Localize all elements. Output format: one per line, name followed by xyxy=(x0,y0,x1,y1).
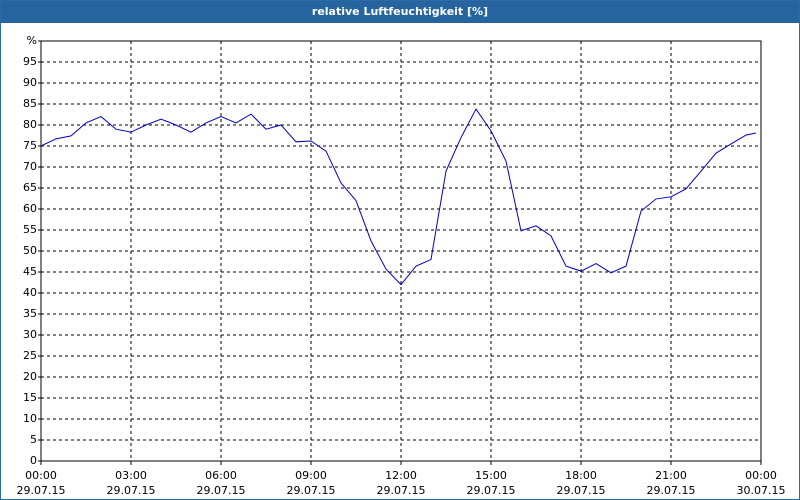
y-tick-label: 80 xyxy=(23,118,37,131)
title-bar: relative Luftfeuchtigkeit [%] xyxy=(1,1,799,23)
x-tick-date: 29.07.15 xyxy=(557,484,606,497)
y-tick-label: 15 xyxy=(23,391,37,404)
x-tick-date: 29.07.15 xyxy=(467,484,516,497)
y-tick-label: 60 xyxy=(23,202,37,215)
x-tick-date: 29.07.15 xyxy=(107,484,156,497)
plot-border xyxy=(40,40,762,462)
y-tick-label: 40 xyxy=(23,286,37,299)
x-tick-label: 00:00 xyxy=(745,469,777,482)
y-tick-label: 30 xyxy=(23,328,37,341)
y-tick-label: 35 xyxy=(23,307,37,320)
x-tick-label: 15:00 xyxy=(475,469,507,482)
y-tick-label: 55 xyxy=(23,223,37,236)
x-tick-label: 09:00 xyxy=(295,469,327,482)
y-tick-label: 65 xyxy=(23,181,37,194)
x-tick-label: 12:00 xyxy=(385,469,417,482)
y-tick-label: 90 xyxy=(23,76,37,89)
data-line xyxy=(40,108,757,286)
x-tick-date: 29.07.15 xyxy=(197,484,246,497)
y-tick-label: 0 xyxy=(30,454,37,467)
y-tick-label: % xyxy=(27,34,37,47)
y-tick-label: 50 xyxy=(23,244,37,257)
x-tick-date: 29.07.15 xyxy=(377,484,426,497)
x-tick-label: 06:00 xyxy=(205,469,237,482)
y-tick-label: 70 xyxy=(23,160,37,173)
x-tick-date: 29.07.15 xyxy=(17,484,66,497)
x-tick-label: 03:00 xyxy=(115,469,147,482)
x-tick-label: 00:00 xyxy=(25,469,57,482)
y-tick-label: 85 xyxy=(23,97,37,110)
y-tick-label: 10 xyxy=(23,412,37,425)
x-tick-date: 29.07.15 xyxy=(647,484,696,497)
x-tick-date: 29.07.15 xyxy=(287,484,336,497)
x-tick-label: 18:00 xyxy=(565,469,597,482)
y-tick-label: 20 xyxy=(23,370,37,383)
y-tick-label: 75 xyxy=(23,139,37,152)
y-tick-label: 95 xyxy=(23,55,37,68)
y-tick-label: 25 xyxy=(23,349,37,362)
x-tick-date: 30.07.15 xyxy=(737,484,786,497)
y-tick-label: 45 xyxy=(23,265,37,278)
x-tick-label: 21:00 xyxy=(655,469,687,482)
y-tick-label: 5 xyxy=(30,433,37,446)
